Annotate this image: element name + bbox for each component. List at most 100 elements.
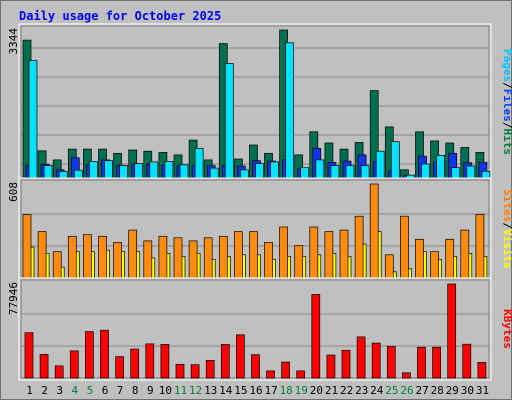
bar-sites-day-13 <box>203 237 213 279</box>
bar-kbytes-day-14 <box>220 344 230 379</box>
x-tick-label: 7 <box>117 384 124 397</box>
bar-pages-day-12 <box>194 147 204 179</box>
bar-sites-day-1 <box>22 214 32 279</box>
bar-pages-day-19 <box>300 167 310 179</box>
x-tick-label: 22 <box>340 384 353 397</box>
x-tick-label: 10 <box>159 384 172 397</box>
bar-pages-day-3 <box>58 171 68 179</box>
bar-pages-day-11 <box>179 164 189 179</box>
x-tick-label: 24 <box>370 384 384 397</box>
bar-sites-day-8 <box>128 229 138 279</box>
bar-sites-day-2 <box>37 231 47 279</box>
bar-pages-day-7 <box>119 165 128 179</box>
bar-kbytes-day-1 <box>24 332 34 379</box>
bar-pages-day-20 <box>315 159 325 179</box>
bar-sites-day-17 <box>264 242 273 279</box>
bar-kbytes-day-2 <box>39 354 49 379</box>
bar-sites-day-20 <box>309 226 319 279</box>
x-tick-label: 26 <box>400 384 413 397</box>
x-tick-label: 15 <box>234 384 247 397</box>
bar-sites-day-31 <box>475 214 485 279</box>
bar-kbytes-day-8 <box>130 348 140 379</box>
bar-pages-day-18 <box>285 42 294 179</box>
legend-item-sites: Sites <box>501 189 512 222</box>
bar-kbytes-day-5 <box>85 331 94 379</box>
bar-pages-day-22 <box>345 165 355 179</box>
legend-item-files: Files <box>501 89 512 122</box>
legend-separator: / <box>501 82 512 89</box>
bar-sites-day-18 <box>279 226 288 279</box>
bar-kbytes-day-6 <box>100 329 109 379</box>
bar-kbytes-day-22 <box>341 349 351 379</box>
x-tick-label: 4 <box>71 384 78 397</box>
bar-sites-day-5 <box>83 234 92 279</box>
bar-sites-day-25 <box>384 254 394 279</box>
bar-kbytes-day-17 <box>266 370 275 379</box>
bar-pages-day-4 <box>73 169 83 179</box>
series-pages <box>28 42 491 179</box>
bar-kbytes-day-20 <box>311 294 321 379</box>
bar-sites-day-4 <box>67 235 77 279</box>
bar-pages-day-29 <box>451 167 461 179</box>
x-tick-label: 14 <box>219 384 233 397</box>
bar-kbytes-day-16 <box>251 354 260 379</box>
bar-pages-day-28 <box>436 154 445 179</box>
bar-sites-day-11 <box>173 237 183 279</box>
bar-kbytes-day-23 <box>356 336 366 379</box>
bar-pages-day-15 <box>240 169 249 179</box>
legend: KBytes <box>501 309 512 349</box>
panel-kbytes: 77946 KBytes <box>7 277 512 381</box>
y-max-label: 608 <box>7 182 20 202</box>
x-tick-label: 20 <box>310 384 323 397</box>
bar-kbytes-day-21 <box>326 354 336 379</box>
x-tick-label: 19 <box>295 384 308 397</box>
bar-kbytes-day-30 <box>462 343 472 379</box>
bar-sites-day-28 <box>430 251 439 279</box>
bar-kbytes-day-9 <box>145 343 155 379</box>
bar-pages-day-10 <box>164 161 174 179</box>
bar-kbytes-day-10 <box>160 344 170 379</box>
x-tick-label: 25 <box>385 384 398 397</box>
legend-separator: / <box>501 122 512 129</box>
bar-pages-day-2 <box>43 165 53 179</box>
bar-pages-day-31 <box>481 171 491 179</box>
legend: Pages/Files/Hits <box>501 49 512 155</box>
panel-visits: 608 Sites/Visits <box>7 177 512 281</box>
bar-pages-day-17 <box>270 161 279 179</box>
bar-kbytes-day-31 <box>477 362 487 379</box>
bar-sites-day-12 <box>188 240 198 279</box>
bar-sites-day-7 <box>113 242 122 279</box>
bar-sites-day-15 <box>234 231 243 279</box>
bar-sites-day-23 <box>354 215 364 279</box>
bar-pages-day-25 <box>390 141 400 179</box>
x-tick-label: 27 <box>415 384 428 397</box>
bar-sites-day-22 <box>339 229 349 279</box>
x-tick-label: 5 <box>87 384 94 397</box>
legend: Sites/Visits <box>501 189 512 269</box>
bar-pages-day-24 <box>375 150 385 179</box>
bar-sites-day-16 <box>249 231 258 279</box>
x-tick-label: 12 <box>189 384 202 397</box>
x-tick-label: 1 <box>26 384 33 397</box>
x-axis-day-labels: 1 2 3 4 5 6 7 8 9 10 11 12 13 14 15 16 17 18 19 20 21 22 23 24 2… <box>26 384 489 397</box>
y-max-label: 3344 <box>7 28 20 55</box>
x-tick-label: 28 <box>431 384 444 397</box>
bar-sites-day-9 <box>143 240 153 279</box>
x-tick-label: 29 <box>446 384 459 397</box>
legend-item-hits: Hits <box>501 129 512 156</box>
bar-sites-day-27 <box>415 238 424 279</box>
series-kbytes <box>24 283 487 379</box>
chart-panels: 3344Pages/Files/Hits608Sites/Visits77946… <box>7 23 512 381</box>
bar-kbytes-day-24 <box>371 342 381 379</box>
bar-sites-day-19 <box>294 245 304 279</box>
bar-kbytes-day-7 <box>115 356 124 379</box>
x-tick-label: 23 <box>355 384 368 397</box>
y-max-label: 77946 <box>7 282 20 315</box>
bar-kbytes-day-25 <box>386 345 396 379</box>
bar-kbytes-day-4 <box>69 350 79 379</box>
x-tick-label: 17 <box>264 384 277 397</box>
x-tick-label: 3 <box>56 384 63 397</box>
legend-item-pages: Pages <box>501 49 512 82</box>
bar-kbytes-day-29 <box>447 283 457 379</box>
